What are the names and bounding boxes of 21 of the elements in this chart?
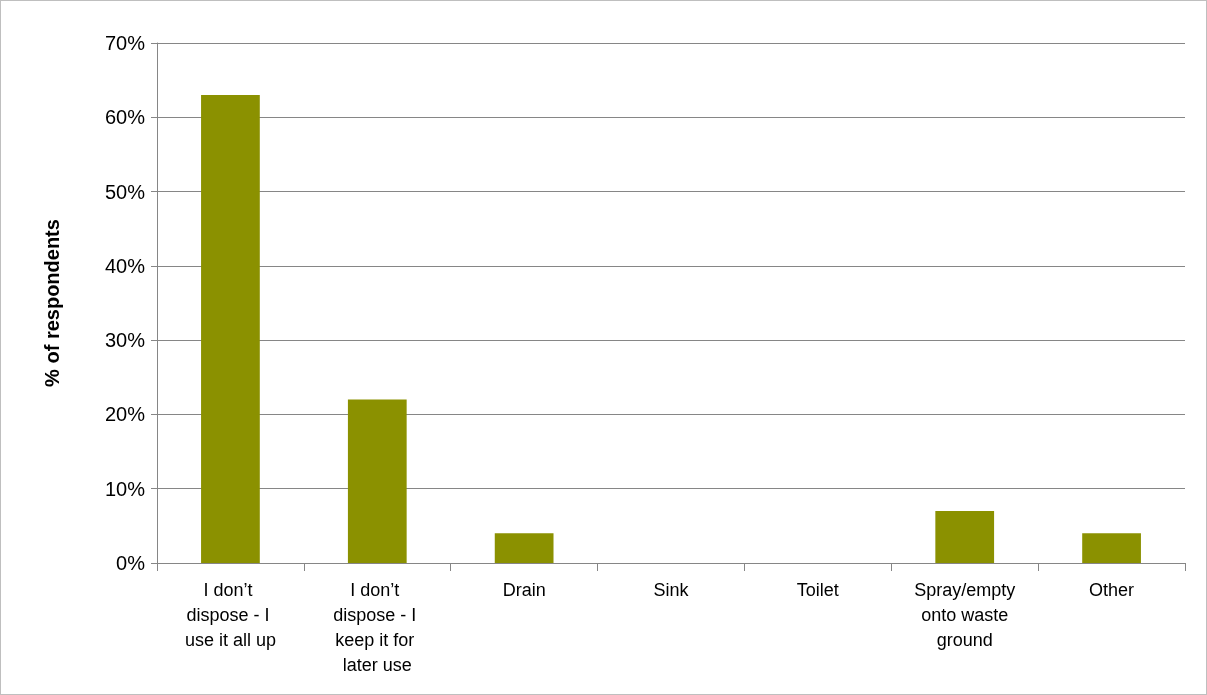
x-tick-label: Drain [502, 579, 546, 600]
x-tick-label: Spray/empty onto waste ground [914, 579, 1016, 650]
bar [494, 533, 554, 563]
x-tick-label: I don’t dispose - I keep it for later use [333, 579, 422, 675]
bar [201, 95, 260, 563]
y-tick-label: 10% [104, 477, 146, 500]
y-tick-label: 30% [104, 329, 146, 352]
y-tick-label: 60% [104, 106, 146, 129]
bar [347, 399, 407, 563]
x-tick-label: Sink [653, 579, 690, 600]
y-tick-label: 40% [104, 254, 146, 277]
y-tick-label: 20% [104, 403, 146, 426]
x-tick-label: Other [1089, 579, 1135, 600]
y-tick-label: 0% [116, 552, 146, 574]
bar [935, 511, 995, 563]
bar [1082, 533, 1141, 563]
x-tick-label: I don’t dispose - I use it all up [184, 579, 276, 650]
y-tick-label: 70% [104, 32, 146, 54]
y-tick-label: 50% [104, 180, 146, 203]
x-tick-label: Toilet [796, 579, 839, 600]
y-axis-title: % of respondents [41, 219, 63, 387]
